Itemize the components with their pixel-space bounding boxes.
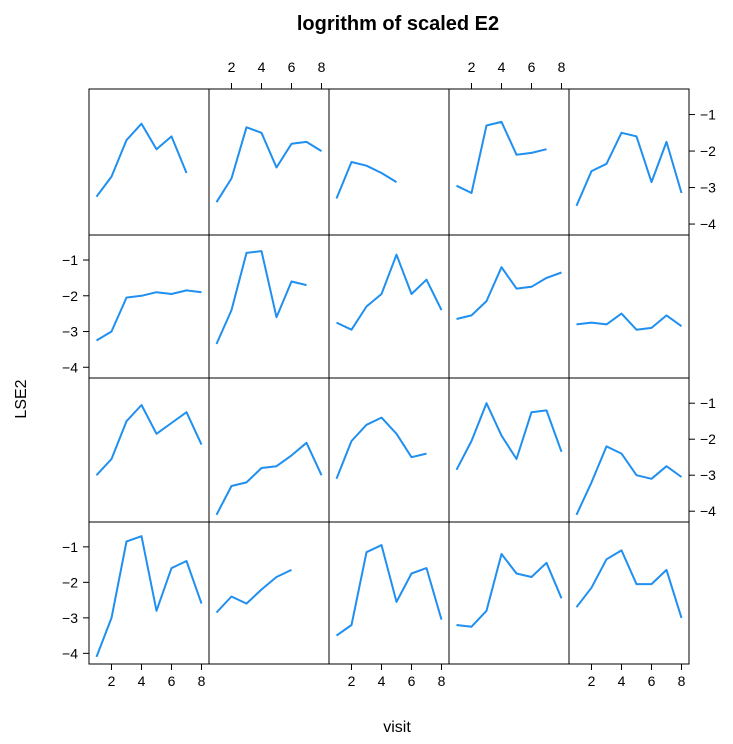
x-tick-label-top-c4-8: 8: [558, 59, 566, 75]
series-line-r3-c3: [335, 416, 427, 480]
x-tick-label-bottom-c1-4: 4: [138, 673, 146, 689]
panel-r2-c5: [568, 234, 690, 379]
series-line-r1-c2: [215, 126, 323, 203]
panel-r3-c1: [88, 377, 210, 523]
x-tick-label-top-c2-8: 8: [318, 59, 326, 75]
series-line-r1-c1: [95, 122, 188, 198]
panel-r4-c4: [448, 521, 570, 665]
series-line-r3-c5: [575, 445, 683, 516]
panel-r1-c3: [328, 88, 450, 236]
series-line-r2-c2: [215, 250, 307, 345]
series-line-r3-c2: [215, 441, 323, 516]
y-tick-label-right-r1--2: −2: [700, 143, 716, 159]
panel-r1-c2: [208, 88, 330, 236]
panel-r1-c4: [448, 88, 570, 236]
y-tick-label-right-r1--3: −3: [700, 180, 716, 196]
x-tick-label-bottom-c1-2: 2: [108, 673, 116, 689]
y-tick-label-right-r3--1: −1: [700, 395, 716, 411]
series-line-r4-c4: [456, 553, 563, 628]
panel-r2-c2: [208, 234, 330, 379]
series-line-r4-c3: [335, 544, 443, 637]
series-line-r1-c3: [335, 161, 398, 199]
series-line-r2-c4: [456, 266, 562, 320]
x-tick-label-bottom-c3-6: 6: [408, 673, 416, 689]
panel-r2-c3: [328, 234, 450, 379]
series-line-r4-c1: [95, 535, 203, 658]
x-tick-label-bottom-c5-4: 4: [618, 673, 626, 689]
series-line-r2-c1: [95, 289, 202, 342]
chart-title: logrithm of scaled E2: [297, 13, 499, 35]
y-tick-label-left-r4--4: −4: [62, 645, 78, 661]
panel-r2-c1: [88, 234, 210, 379]
x-tick-label-bottom-c5-6: 6: [648, 673, 656, 689]
y-tick-label-right-r1--1: −1: [700, 107, 716, 123]
series-line-r4-c2: [215, 568, 292, 614]
x-tick-label-top-c4-4: 4: [498, 59, 506, 75]
x-tick-label-bottom-c3-2: 2: [348, 673, 356, 689]
panel-r3-c5: [568, 377, 690, 523]
panel-r1-c1: [88, 88, 210, 236]
x-tick-label-bottom-c1-8: 8: [198, 673, 206, 689]
y-tick-label-right-r3--3: −3: [700, 467, 716, 483]
x-tick-label-bottom-c5-2: 2: [588, 673, 596, 689]
y-tick-label-right-r3--4: −4: [700, 503, 716, 519]
x-tick-label-top-c4-6: 6: [528, 59, 536, 75]
x-tick-label-bottom-c5-8: 8: [678, 673, 686, 689]
panel-r4-c5: [568, 521, 690, 665]
panel-r1-c5: [568, 88, 690, 236]
x-tick-label-bottom-c3-4: 4: [378, 673, 386, 689]
x-tick-label-top-c2-4: 4: [258, 59, 266, 75]
x-tick-label-top-c4-2: 2: [468, 59, 476, 75]
y-axis-label: LSE2: [13, 379, 30, 418]
x-axis-label: visit: [383, 719, 411, 736]
panel-r4-c3: [328, 521, 450, 665]
series-line-r1-c5: [575, 131, 683, 207]
series-line-r2-c5: [576, 312, 683, 331]
y-tick-label-left-r2--4: −4: [62, 359, 78, 375]
series-line-r4-c5: [575, 549, 683, 619]
x-tick-label-bottom-c3-8: 8: [438, 673, 446, 689]
series-line-r2-c3: [336, 253, 443, 331]
y-tick-label-left-r2--3: −3: [62, 324, 78, 340]
panel-r4-c1: [88, 521, 210, 665]
series-line-r3-c4: [455, 402, 563, 471]
panel-r4-c2: [208, 521, 330, 665]
x-tick-label-bottom-c1-6: 6: [168, 673, 176, 689]
y-tick-label-right-r3--2: −2: [700, 431, 716, 447]
y-tick-label-right-r1--4: −4: [700, 216, 716, 232]
panel-grid: 2 4 6 8 2 4 6 8 2 4 6 8 2 4 6 8 2 4 6 8 −1 −2 −3 −4 −1 −2 −3 −4 −1 −2…: [62, 59, 716, 689]
y-tick-label-left-r2--1: −1: [62, 252, 78, 268]
y-tick-label-left-r4--3: −3: [62, 610, 78, 626]
x-tick-label-top-c2-2: 2: [228, 59, 236, 75]
series-line-r3-c1: [95, 404, 203, 476]
panel-r3-c2: [208, 377, 330, 523]
series-line-r1-c4: [456, 120, 547, 194]
panel-r2-c4: [448, 234, 570, 379]
x-tick-label-top-c2-6: 6: [288, 59, 296, 75]
y-tick-label-left-r2--2: −2: [62, 288, 78, 304]
y-tick-label-left-r4--1: −1: [62, 539, 78, 555]
y-tick-label-left-r4--2: −2: [62, 574, 78, 590]
